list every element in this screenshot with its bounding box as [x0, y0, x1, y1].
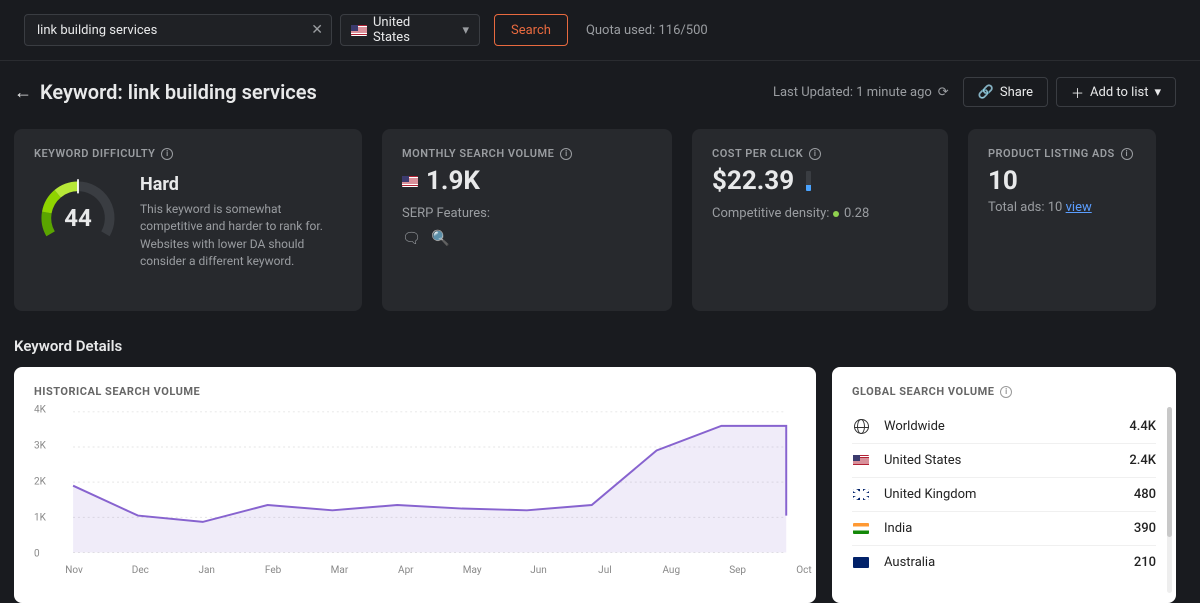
chevron-down-icon: ▾ [1154, 85, 1161, 100]
search-button[interactable]: Search [494, 14, 568, 46]
refresh-icon[interactable]: ⟳ [938, 85, 949, 100]
info-icon[interactable]: i [1121, 148, 1133, 160]
pla-title: PRODUCT LISTING ADS [988, 147, 1115, 160]
panel-global: GLOBAL SEARCH VOLUME i Worldwide4.4KUnit… [832, 367, 1176, 603]
global-name: Worldwide [884, 419, 1129, 434]
historical-chart: 01K2K3K4KNovDecJanFebMarAprMayJunJulAugS… [34, 404, 796, 574]
chevron-down-icon: ▾ [462, 23, 469, 38]
add-label: Add to list [1090, 85, 1148, 100]
global-row[interactable]: United States2.4K [852, 444, 1156, 478]
global-row[interactable]: United Kingdom480 [852, 478, 1156, 512]
pla-sub-value: 10 [1048, 200, 1063, 215]
section-title: Keyword Details [0, 331, 1200, 367]
reviews-icon[interactable]: 🗨 [402, 229, 421, 247]
info-icon[interactable]: i [1000, 386, 1012, 398]
plus-icon: ＋ [1071, 83, 1084, 102]
top-toolbar: ✕ United States ▾ Search Quota used: 116… [0, 0, 1200, 61]
link-icon: 🔗 [978, 85, 994, 100]
bottom-panels: HISTORICAL SEARCH VOLUME 01K2K3K4KNovDec… [0, 367, 1200, 603]
panel-historical: HISTORICAL SEARCH VOLUME 01K2K3K4KNovDec… [14, 367, 816, 603]
x-axis-label: Oct [796, 565, 811, 576]
title-keyword: link building services [128, 80, 317, 104]
volume-title: MONTHLY SEARCH VOLUME [402, 147, 554, 160]
flag-us-icon [852, 455, 870, 466]
global-value: 2.4K [1129, 453, 1156, 468]
difficulty-gauge: 44 [34, 174, 122, 262]
flag-in-icon [852, 523, 870, 534]
difficulty-value: 44 [34, 174, 122, 262]
global-value: 4.4K [1129, 419, 1156, 434]
scrollbar[interactable] [1167, 407, 1172, 593]
info-icon[interactable]: i [560, 148, 572, 160]
card-difficulty: KEYWORD DIFFICULTY i 44 Hard This keywor… [14, 129, 362, 311]
scrollbar-thumb[interactable] [1167, 407, 1172, 537]
card-title: MONTHLY SEARCH VOLUME i [402, 147, 652, 160]
density-dot-icon [833, 211, 839, 217]
global-name: Australia [884, 555, 1134, 570]
country-label: United States [373, 15, 449, 45]
serp-label: SERP Features: [402, 206, 652, 221]
global-row[interactable]: Worldwide4.4K [852, 410, 1156, 444]
global-list: Worldwide4.4KUnited States2.4KUnited Kin… [852, 410, 1156, 579]
card-cpc: COST PER CLICK i $22.39 Competitive dens… [692, 129, 948, 311]
info-icon[interactable]: i [161, 148, 173, 160]
flag-us-icon [402, 176, 418, 187]
global-value: 480 [1134, 487, 1156, 502]
page-header: ← Keyword: link building services Last U… [0, 61, 1200, 111]
pla-view-link[interactable]: view [1066, 200, 1092, 215]
global-name: India [884, 521, 1134, 536]
pla-sub-prefix: Total ads: [988, 200, 1048, 215]
card-title: COST PER CLICK i [712, 147, 928, 160]
global-name: United Kingdom [884, 487, 1134, 502]
global-title: GLOBAL SEARCH VOLUME [852, 385, 994, 398]
globe-icon [852, 419, 870, 434]
share-label: Share [1000, 85, 1033, 100]
page-title: Keyword: link building services [40, 80, 317, 104]
global-value: 390 [1134, 521, 1156, 536]
keyword-input[interactable] [35, 22, 301, 39]
add-to-list-button[interactable]: ＋ Add to list ▾ [1056, 77, 1176, 107]
last-updated-text: Last Updated: 1 minute ago [773, 85, 932, 100]
card-title: KEYWORD DIFFICULTY i [34, 147, 342, 160]
cpc-title: COST PER CLICK [712, 147, 803, 160]
flag-uk-icon [852, 489, 870, 500]
difficulty-desc: This keyword is somewhat competitive and… [140, 201, 342, 271]
density-label: Competitive density: [712, 206, 829, 221]
flag-us-icon [351, 25, 367, 36]
flag-au-icon [852, 557, 870, 568]
chart-title: HISTORICAL SEARCH VOLUME [34, 385, 200, 398]
last-updated: Last Updated: 1 minute ago ⟳ [773, 85, 949, 100]
back-arrow-icon[interactable]: ← [14, 82, 32, 103]
summary-cards: KEYWORD DIFFICULTY i 44 Hard This keywor… [0, 111, 1200, 331]
card-title: PRODUCT LISTING ADS i [988, 147, 1136, 160]
pla-value: 10 [988, 166, 1018, 196]
search-icon[interactable]: 🔍 [431, 229, 450, 247]
card-pla: PRODUCT LISTING ADS i 10 Total ads: 10 v… [968, 129, 1156, 311]
info-icon[interactable]: i [809, 148, 821, 160]
quota-text: Quota used: 116/500 [586, 23, 708, 38]
global-value: 210 [1134, 555, 1156, 570]
global-row[interactable]: Australia210 [852, 546, 1156, 579]
clear-icon[interactable]: ✕ [311, 22, 323, 38]
cpc-bar-icon [806, 171, 811, 191]
global-name: United States [884, 453, 1129, 468]
keyword-input-wrap[interactable]: ✕ [24, 14, 332, 46]
volume-value: 1.9K [426, 166, 480, 196]
density-row: Competitive density: 0.28 [712, 206, 928, 221]
card-volume: MONTHLY SEARCH VOLUME i 1.9K SERP Featur… [382, 129, 672, 311]
title-prefix: Keyword: [40, 80, 128, 104]
difficulty-label: Hard [140, 174, 342, 195]
global-row[interactable]: India390 [852, 512, 1156, 546]
cpc-value: $22.39 [712, 166, 794, 196]
share-button[interactable]: 🔗 Share [963, 77, 1048, 107]
country-select[interactable]: United States ▾ [340, 14, 480, 46]
density-value: 0.28 [844, 206, 869, 221]
pla-sub: Total ads: 10 view [988, 200, 1136, 215]
